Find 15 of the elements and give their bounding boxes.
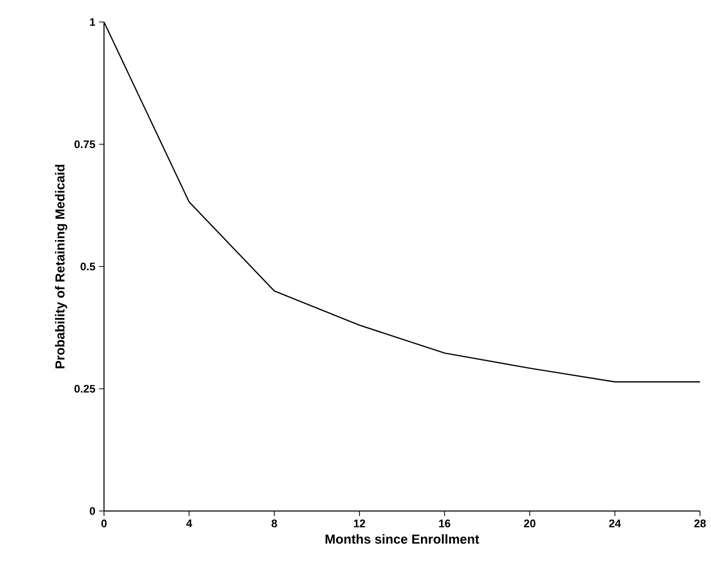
x-tick-label: 16 xyxy=(439,520,450,528)
y-tick-label: 0.25 xyxy=(74,384,96,393)
x-tick-label: 20 xyxy=(524,520,536,528)
x-tick-label: 24 xyxy=(609,520,621,528)
y-tick-label: 0 xyxy=(90,507,96,515)
x-tick-label: 12 xyxy=(354,520,366,528)
x-axis-title: Months since Enrollment xyxy=(326,534,480,544)
x-tick-label: 4 xyxy=(186,520,192,528)
y-tick-label: 1 xyxy=(90,18,96,26)
y-axis-title: Probability of Retaining Medicaid xyxy=(55,164,68,368)
x-tick-label: 8 xyxy=(272,520,278,528)
x-tick-label: 0 xyxy=(101,520,107,528)
y-tick-label: 0.5 xyxy=(80,262,96,270)
y-tick-label: 0.75 xyxy=(74,140,96,148)
x-tick-label: 28 xyxy=(694,520,706,528)
